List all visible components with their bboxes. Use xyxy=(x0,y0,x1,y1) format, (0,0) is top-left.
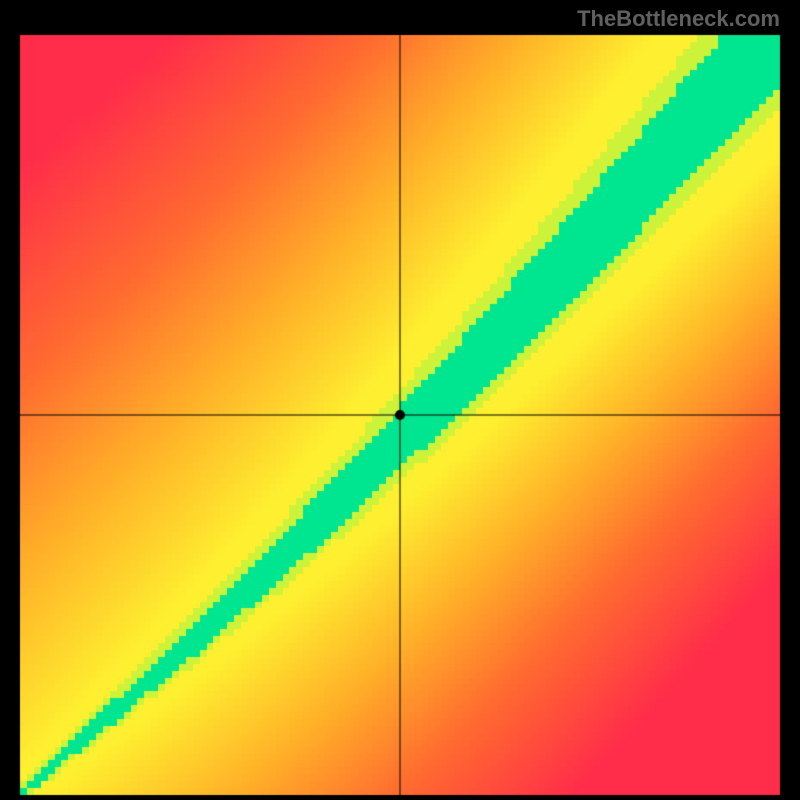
chart-container: TheBottleneck.com xyxy=(0,0,800,800)
heatmap-canvas xyxy=(0,0,800,800)
watermark-text: TheBottleneck.com xyxy=(577,6,780,32)
